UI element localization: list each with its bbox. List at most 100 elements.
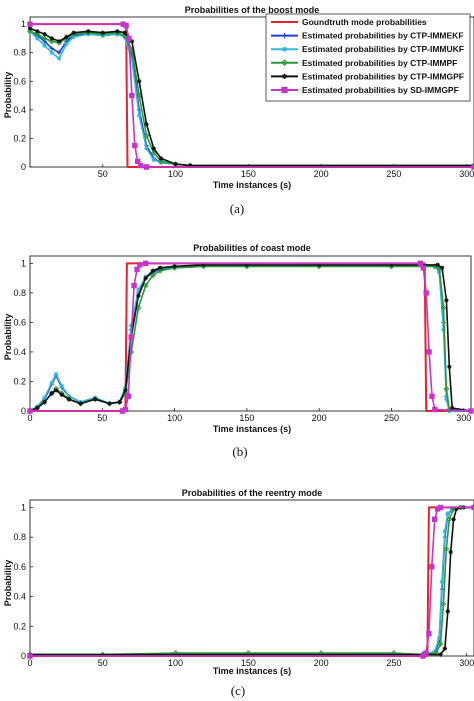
data-point: [78, 401, 83, 406]
data-point: [53, 388, 59, 393]
data-point: [142, 260, 149, 267]
x-tick-label: 150: [241, 658, 256, 668]
data-point: [429, 564, 435, 570]
y-tick-label: 0.8: [13, 48, 26, 58]
data-point: [126, 35, 132, 42]
legend-box: [265, 13, 471, 102]
data-point: [27, 653, 33, 659]
data-point: [27, 21, 33, 27]
data-point: [71, 30, 76, 35]
series-line: [30, 506, 474, 656]
data-point: [42, 43, 47, 48]
data-point: [56, 50, 62, 55]
series-line: [29, 265, 472, 412]
data-point: [107, 401, 112, 406]
data-point: [136, 113, 142, 118]
y-tick-label: 0: [21, 162, 26, 172]
plot-area: [29, 255, 472, 412]
data-point: [143, 164, 150, 170]
data-point: [438, 652, 443, 657]
legend-label: Estimated probabilities by CTP-IMMGPF: [302, 71, 464, 81]
series-line: [30, 262, 472, 412]
data-point: [173, 161, 178, 167]
x-axis-label: Time instances (s): [213, 666, 291, 676]
data-point: [136, 92, 143, 99]
data-point: [446, 516, 453, 523]
data-point: [129, 39, 135, 44]
legend-label: Estimated probabilities by CTP-IMMPF: [302, 58, 457, 68]
y-tick-label: 0.4: [13, 592, 26, 602]
x-tick-label: 250: [384, 413, 399, 423]
data-point: [49, 391, 54, 396]
data-point: [137, 262, 143, 268]
y-tick-label: 0: [21, 406, 26, 416]
data-point: [157, 265, 163, 271]
y-tick-label: 0.6: [13, 317, 26, 327]
data-point: [444, 396, 449, 402]
legend-marker: [281, 86, 288, 94]
x-tick-label: 300: [459, 658, 474, 668]
series-line: [30, 506, 474, 656]
data-point: [440, 601, 447, 607]
y-tick-label: 0.6: [13, 76, 26, 86]
data-point: [48, 38, 55, 45]
y-tick-label: 0.2: [13, 376, 26, 386]
data-point: [27, 29, 33, 34]
data-point: [443, 385, 450, 392]
data-point: [66, 394, 72, 399]
data-point: [150, 268, 156, 273]
data-point: [137, 162, 144, 169]
data-point: [116, 399, 123, 406]
data-point: [59, 383, 65, 389]
data-point: [316, 262, 322, 268]
x-tick-label: 300: [456, 413, 471, 423]
data-point: [437, 504, 444, 511]
data-point: [27, 28, 33, 35]
data-point: [158, 156, 164, 161]
y-axis-label: Probability: [3, 560, 13, 607]
data-point: [447, 408, 452, 414]
y-tick-label: 0: [21, 651, 26, 661]
legend-marker: [281, 33, 288, 39]
data-point: [56, 39, 63, 46]
data-point: [423, 650, 429, 656]
data-point: [471, 504, 474, 511]
data-point: [42, 399, 47, 405]
data-point: [136, 79, 142, 84]
x-tick-label: 0: [27, 658, 32, 668]
data-point: [437, 641, 444, 648]
data-point: [150, 149, 157, 156]
data-point: [445, 609, 450, 614]
y-tick-label: 0.6: [13, 562, 26, 572]
data-point: [448, 549, 453, 555]
y-tick-label: 0.8: [13, 532, 26, 542]
x-tick-label: 150: [239, 413, 254, 423]
data-point: [86, 29, 91, 34]
panel-reentry-mode: Probabilities of the reentry mode Time i…: [3, 488, 474, 698]
data-point: [64, 34, 69, 40]
chart-title: Probabilities of coast mode: [193, 243, 311, 253]
data-point: [35, 29, 40, 34]
data-point: [66, 396, 72, 402]
data-point: [244, 262, 250, 268]
series-line: [30, 506, 474, 656]
data-point: [440, 304, 447, 311]
data-point: [49, 380, 54, 386]
y-tick-label: 0.4: [13, 347, 26, 357]
data-point: [125, 393, 132, 399]
y-tick-label: 0.4: [13, 105, 26, 115]
data-point: [451, 517, 456, 522]
plot-area: [29, 499, 474, 657]
data-point: [49, 50, 55, 55]
data-point: [131, 282, 137, 289]
x-tick-label: 50: [98, 169, 108, 179]
data-point: [27, 408, 33, 414]
data-point: [115, 31, 120, 37]
data-point: [157, 267, 164, 274]
data-point: [42, 31, 47, 37]
panel-boost-mode: Probabilities of the boost mode Time ins…: [3, 5, 474, 216]
legend-label: Estimated probabilities by CTP-IMMEKF: [302, 31, 464, 41]
data-point: [444, 298, 449, 303]
data-point: [143, 275, 148, 281]
x-tick-label: 0: [27, 413, 32, 423]
